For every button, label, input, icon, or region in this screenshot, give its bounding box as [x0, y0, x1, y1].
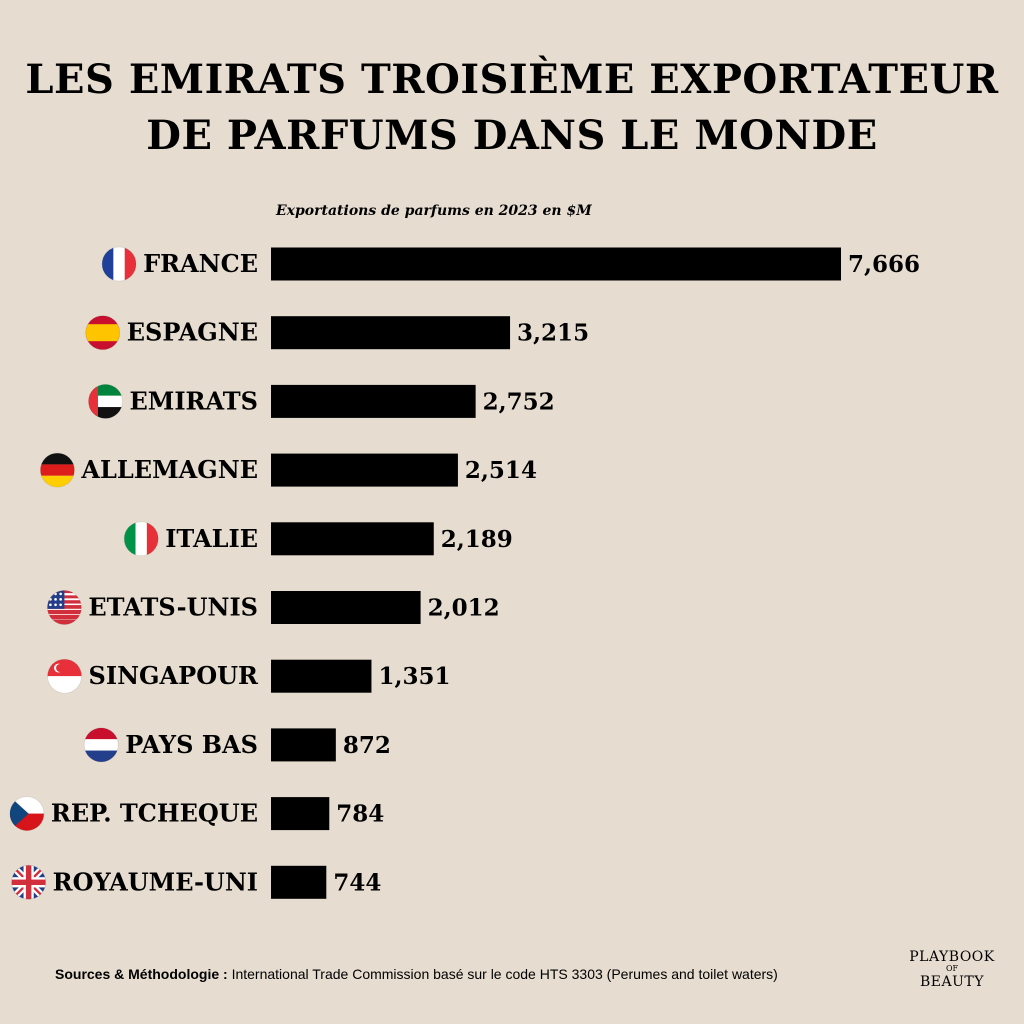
logo-line-3: BEAUTY	[920, 974, 984, 990]
bar-royaume-uni	[271, 865, 327, 899]
source-label: Sources & Méthodologie :	[55, 966, 228, 982]
uae-flag-icon	[87, 383, 123, 419]
bar-pays-bas	[271, 728, 336, 762]
singapore-flag-icon	[47, 658, 83, 694]
czech-flag-icon	[9, 796, 45, 832]
category-label: PAYS BAS	[125, 730, 258, 759]
france-flag-icon	[101, 246, 137, 282]
value-label: 2,189	[441, 526, 513, 553]
chart-title: LES EMIRATS TROISIÈME EXPORTATEUR DE PAR…	[0, 52, 1024, 164]
netherlands-flag-icon	[83, 727, 119, 763]
chart-title-line-1: LES EMIRATS TROISIÈME EXPORTATEUR	[25, 56, 999, 103]
value-label: 784	[336, 801, 384, 828]
source-text: International Trade Commission basé sur …	[231, 966, 778, 982]
category-label: ETATS-UNIS	[88, 593, 258, 622]
usa-flag-icon	[46, 590, 82, 625]
bar-france	[271, 247, 841, 281]
category-label: ALLEMAGNE	[80, 455, 258, 484]
value-label: 2,012	[428, 595, 500, 622]
spain-flag-icon	[85, 315, 121, 351]
chart-title-line-2: DE PARFUMS DANS LE MONDE	[146, 112, 878, 159]
category-label: REP. TCHEQUE	[51, 799, 258, 828]
bar-italie	[271, 522, 434, 556]
value-label: 1,351	[378, 663, 450, 690]
bar-rep-tcheque	[271, 797, 330, 831]
bar-singapour	[271, 659, 372, 693]
germany-flag-icon	[39, 452, 75, 488]
category-label: ESPAGNE	[127, 318, 258, 347]
value-label: 3,215	[517, 320, 589, 347]
bar-emirats	[271, 384, 476, 418]
bar-espagne	[271, 316, 511, 350]
category-label: EMIRATS	[129, 386, 258, 415]
bar-chart: 7,666 FRANCE 3,215 ESPAGNE 2,752 EMIRATS 2,514…	[9, 246, 920, 900]
source-note: Sources & Méthodologie : International T…	[55, 965, 835, 983]
logo-line-2: OF	[945, 964, 959, 973]
category-label: SINGAPOUR	[89, 661, 259, 690]
bar-allemagne	[271, 453, 458, 487]
logo-line-1: PLAYBOOK	[909, 949, 995, 965]
brand-logo: PLAYBOOK OF BEAUTY	[896, 950, 1008, 989]
value-label: 7,666	[848, 251, 920, 278]
category-label: FRANCE	[143, 249, 258, 278]
category-label: ITALIE	[165, 524, 258, 553]
uk-flag-icon	[11, 864, 47, 900]
bar-etats-unis	[271, 591, 421, 624]
value-label: 2,752	[483, 388, 555, 415]
category-label: ROYAUME-UNI	[53, 867, 258, 896]
chart-subtitle: Exportations de parfums en 2023 en $M	[276, 203, 592, 219]
value-label: 744	[333, 869, 381, 896]
value-label: 2,514	[465, 457, 537, 484]
italy-flag-icon	[123, 521, 159, 557]
value-label: 872	[343, 732, 391, 759]
